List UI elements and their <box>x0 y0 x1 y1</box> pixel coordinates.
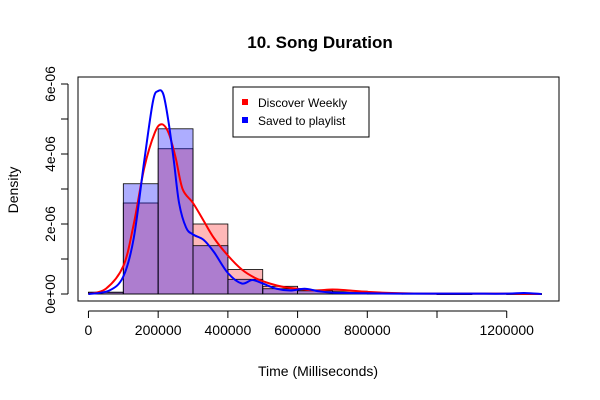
bar-saved-to-playlist-4 <box>227 278 264 295</box>
legend-box <box>232 86 370 138</box>
y-tick-label-6: 6e-06 <box>42 66 58 102</box>
x-tick-label-4: 800000 <box>344 322 391 338</box>
legend-swatch-discover-weekly <box>242 99 248 105</box>
x-tick-label-6: 1200000 <box>479 322 534 338</box>
chart-title: 10. Song Duration <box>247 33 392 52</box>
bar-saved-to-playlist-3 <box>192 245 229 295</box>
histogram-bars <box>88 128 542 295</box>
legend-label-saved-to-playlist: Saved to playlist <box>258 114 346 128</box>
legend-swatch-saved-to-playlist <box>242 117 248 123</box>
bar-saved-to-playlist-1 <box>122 183 159 295</box>
plot-frame <box>77 76 560 302</box>
density-curves <box>88 89 542 295</box>
legend-label-discover-weekly: Discover Weekly <box>258 96 347 110</box>
y-tick-label-0: 0e+00 <box>42 274 58 314</box>
y-tick-label-4: 4e-06 <box>42 136 58 172</box>
x-tick-label-3: 600000 <box>274 322 321 338</box>
legend: Discover Weekly Saved to playlist <box>232 86 370 138</box>
x-tick-label-0: 0 <box>85 322 93 338</box>
y-axis: 0e+00 2e-06 4e-06 6e-06 <box>42 66 69 314</box>
y-tick-label-2: 2e-06 <box>42 206 58 242</box>
x-tick-label-1: 200000 <box>135 322 182 338</box>
y-axis-label: Density <box>5 167 21 214</box>
x-axis-label: Time (Milliseconds) <box>258 363 378 379</box>
density-line-saved-to-playlist <box>88 89 542 295</box>
x-axis: 0 200000 400000 600000 800000 1200000 <box>85 310 534 338</box>
x-tick-label-2: 400000 <box>205 322 252 338</box>
